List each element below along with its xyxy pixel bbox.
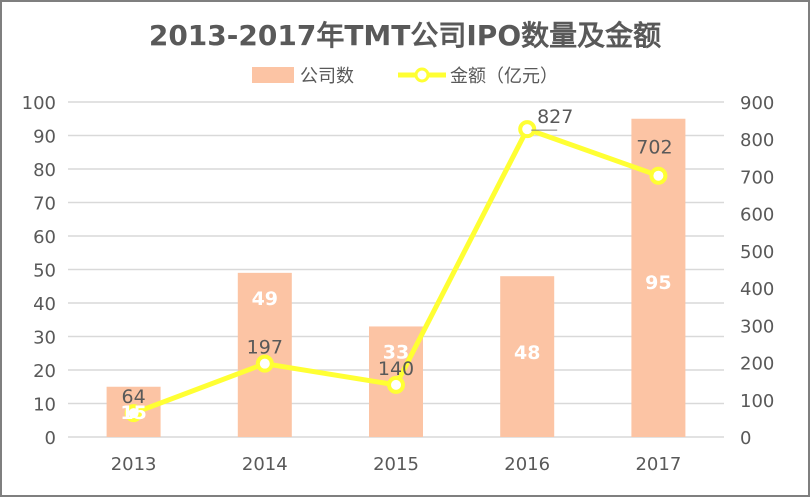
- legend-item-company-count: 公司数: [252, 62, 354, 88]
- bar-value-label: 95: [645, 272, 671, 294]
- x-axis-label: 2016: [504, 454, 550, 475]
- left-axis-tick: 50: [33, 261, 56, 282]
- bar-value-label: 15: [120, 402, 146, 424]
- left-axis-tick: 0: [45, 428, 56, 449]
- legend-label: 公司数: [300, 66, 354, 87]
- right-axis-tick: 700: [740, 167, 774, 188]
- left-axis-tick: 40: [33, 294, 56, 315]
- legend-label: 金额（亿元）: [450, 66, 558, 87]
- left-axis-tick: 70: [33, 194, 56, 215]
- chart-title: 2013-2017年TMT公司IPO数量及金额: [148, 19, 662, 52]
- bar-value-label: 48: [514, 342, 540, 364]
- right-axis-tick: 0: [740, 428, 751, 449]
- right-axis-tick: 900: [740, 93, 774, 114]
- left-axis-tick: 80: [33, 160, 56, 181]
- x-axis-label: 2014: [242, 454, 288, 475]
- left-axis-tick: 60: [33, 227, 56, 248]
- legend-item-amount: 金额（亿元）: [398, 62, 558, 88]
- legend: 公司数 金额（亿元）: [0, 62, 810, 88]
- right-axis-tick: 300: [740, 316, 774, 337]
- line-marker-icon: [398, 67, 446, 83]
- right-axis-tick: 100: [740, 391, 774, 412]
- right-axis-tick: 200: [740, 354, 774, 375]
- left-axis-tick: 100: [22, 93, 56, 114]
- x-axis-label: 2017: [635, 454, 681, 475]
- line-marker: [387, 375, 405, 394]
- x-axis-label: 2013: [111, 454, 157, 475]
- line-marker: [255, 354, 274, 373]
- line-marker: [518, 120, 537, 139]
- left-axis-tick: 10: [33, 395, 56, 416]
- right-axis-tick: 400: [740, 279, 774, 300]
- line-value-label: 140: [378, 358, 414, 380]
- right-axis-tick: 800: [740, 130, 774, 151]
- bar-value-label: 33: [383, 341, 409, 363]
- bar: [500, 276, 555, 437]
- line-value-label: 197: [247, 337, 283, 359]
- bar-value-label: 49: [252, 288, 278, 310]
- line-value-label: 827: [537, 106, 573, 128]
- line-value-label: 702: [636, 137, 672, 159]
- line-value-label: 64: [122, 386, 146, 408]
- left-axis-tick: 20: [33, 361, 56, 382]
- x-axis-label: 2015: [373, 454, 419, 475]
- line-marker: [124, 404, 143, 423]
- right-axis-tick: 500: [740, 242, 774, 263]
- line-marker: [649, 166, 668, 185]
- right-axis-tick: 600: [740, 205, 774, 226]
- left-axis-tick: 30: [33, 328, 56, 349]
- left-axis-tick: 90: [33, 127, 56, 148]
- bar-swatch-icon: [252, 67, 294, 83]
